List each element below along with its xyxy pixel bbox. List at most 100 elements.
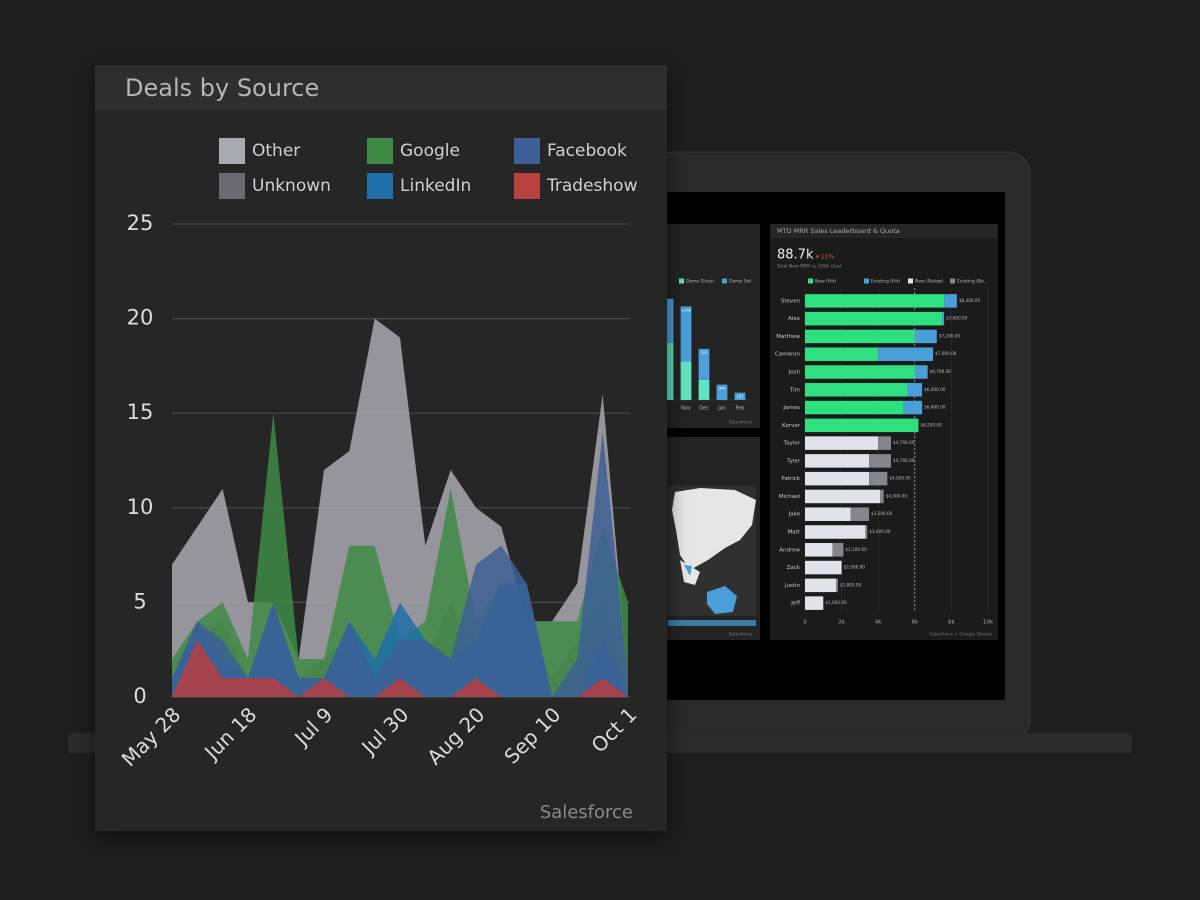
total-label: $2,100.00 bbox=[845, 547, 867, 552]
total-label: $6,700.00 bbox=[930, 369, 952, 374]
legend-swatch bbox=[950, 278, 955, 284]
legend-swatch bbox=[219, 173, 245, 199]
bar-segment bbox=[805, 418, 919, 433]
x-tick-label: Feb bbox=[736, 406, 745, 412]
category-label: Andrew bbox=[779, 547, 800, 553]
total-label: $4,500.00 bbox=[889, 476, 911, 481]
bar-segment bbox=[869, 471, 888, 486]
category-label: Zack bbox=[787, 565, 801, 571]
panel-footer: Salesforce bbox=[729, 632, 753, 638]
category-label: Josh bbox=[788, 370, 801, 376]
legend-label: Unknown bbox=[252, 176, 331, 196]
bar-segment bbox=[805, 471, 870, 486]
legend-label: Facebook bbox=[547, 141, 627, 161]
kpi-value: 88.7k bbox=[777, 248, 814, 263]
total-label: $4,700.00 bbox=[893, 458, 915, 463]
bar-segment bbox=[869, 454, 892, 468]
y-tick-label: 5 bbox=[133, 589, 146, 613]
bar-segment bbox=[805, 578, 837, 593]
bar-segment bbox=[805, 596, 824, 610]
value-label: 349 bbox=[719, 387, 727, 391]
legend-swatch bbox=[722, 278, 727, 284]
total-label: $4,700.00 bbox=[893, 440, 915, 445]
bar-segment bbox=[805, 436, 879, 450]
area bbox=[172, 640, 628, 697]
category-label: Jake bbox=[788, 512, 801, 518]
bar-segment bbox=[944, 294, 957, 308]
kpi-change: ▾ 11% bbox=[816, 254, 835, 261]
bar-segment bbox=[907, 383, 923, 397]
card: Deals by Source Salesforce 0510152025May… bbox=[95, 65, 667, 831]
total-label: $1,800.00 bbox=[840, 582, 862, 587]
category-label: Taylor bbox=[783, 441, 801, 447]
bar-segment bbox=[805, 329, 915, 344]
total-label: $7,000.00 bbox=[935, 351, 957, 356]
total-label: $8,300.00 bbox=[959, 298, 981, 303]
category-label: Matt bbox=[788, 530, 801, 536]
y-tick-label: 20 bbox=[127, 306, 154, 330]
bar-segment bbox=[914, 365, 928, 379]
bar-segment bbox=[805, 543, 833, 557]
legend-swatch bbox=[514, 138, 540, 164]
total-label: $3,500.00 bbox=[871, 511, 893, 516]
kpi-subtitle: Total New MRR vs 100k Goal bbox=[776, 264, 841, 270]
card-title: Deals by Source bbox=[125, 74, 319, 102]
bar-segment bbox=[865, 525, 868, 539]
bar-segment bbox=[878, 436, 892, 450]
legend-label: Demo Given bbox=[686, 279, 714, 285]
bar-segment bbox=[942, 311, 945, 326]
x-tick-label: Nov bbox=[681, 406, 691, 412]
total-label: $6,200.00 bbox=[920, 422, 942, 427]
bar-segment bbox=[914, 329, 937, 344]
total-label: $6,400.00 bbox=[924, 405, 946, 410]
legend-swatch bbox=[219, 138, 245, 164]
y-tick-label: 10 bbox=[127, 495, 154, 519]
value-label: 167 bbox=[737, 395, 744, 399]
legend-label: Existing (Be... bbox=[957, 279, 988, 285]
bar-segment bbox=[878, 347, 934, 361]
legend-swatch bbox=[908, 278, 913, 284]
legend-label: LinkedIn bbox=[400, 176, 471, 196]
map-highlight bbox=[707, 586, 737, 614]
leaderboard-header bbox=[770, 224, 998, 238]
x-tick-label: Dec bbox=[699, 406, 709, 412]
category-label: Patrick bbox=[781, 476, 800, 482]
bar-segment bbox=[832, 543, 844, 557]
legend-label: Google bbox=[400, 141, 460, 161]
bar-segment bbox=[716, 384, 728, 400]
y-tick-label: 0 bbox=[133, 684, 146, 708]
bar-segment bbox=[805, 560, 842, 575]
category-label: Matthew bbox=[776, 334, 800, 340]
bar-segment bbox=[805, 347, 879, 361]
total-label: $4,300.00 bbox=[886, 493, 908, 498]
legend-swatch bbox=[367, 138, 393, 164]
total-label: $2,000.00 bbox=[844, 565, 866, 570]
x-tick-label: 10k bbox=[983, 620, 994, 626]
x-tick-label: 8k bbox=[948, 620, 955, 626]
bar-segment bbox=[850, 507, 870, 521]
bar-segment bbox=[805, 400, 904, 415]
panel-title: MTD MRR Sales Leaderboard & Quota bbox=[777, 227, 900, 235]
map-scale bbox=[668, 620, 756, 626]
x-tick-label: 2k bbox=[838, 620, 845, 626]
bar-segment bbox=[805, 311, 943, 326]
category-label: Korver bbox=[782, 423, 801, 429]
card-header bbox=[95, 65, 667, 110]
bar-segment bbox=[805, 454, 870, 468]
bar-segment bbox=[680, 306, 692, 362]
category-label: Steven bbox=[781, 298, 801, 304]
y-tick-label: 15 bbox=[127, 400, 154, 424]
area bbox=[172, 432, 628, 697]
bar-segment bbox=[662, 342, 674, 400]
category-label: Jeff bbox=[790, 601, 800, 607]
category-label: Tyler bbox=[786, 458, 801, 464]
bar-segment bbox=[805, 383, 908, 397]
bar-segment bbox=[880, 489, 884, 504]
card-footer: Salesforce bbox=[540, 802, 633, 823]
x-tick-label: 0 bbox=[803, 620, 807, 626]
total-label: $7,600.00 bbox=[946, 316, 968, 321]
bar-segment bbox=[836, 578, 838, 593]
legend-swatch bbox=[367, 173, 393, 199]
legend-label: New (Hit) bbox=[815, 279, 836, 285]
bar-segment bbox=[698, 348, 710, 380]
